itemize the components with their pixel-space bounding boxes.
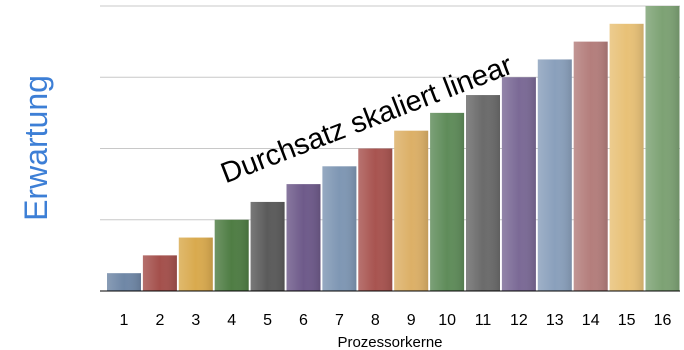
bar-shading bbox=[501, 77, 536, 291]
x-tick-label: 12 bbox=[510, 312, 528, 329]
x-tick-label: 9 bbox=[407, 312, 416, 329]
x-tick-labels: 1 2 3 4 5 6 7 8 9 10 11 12 13 14 15 16 bbox=[120, 312, 672, 329]
bar-shading bbox=[573, 41, 608, 291]
x-tick-label: 10 bbox=[438, 312, 456, 329]
bar-shading bbox=[286, 184, 321, 291]
bar-shading bbox=[394, 130, 429, 291]
y-axis-label: Erwartung bbox=[18, 75, 54, 221]
x-tick-label: 7 bbox=[335, 312, 344, 329]
bar-shading bbox=[645, 6, 680, 291]
x-tick-label: 3 bbox=[191, 312, 200, 329]
bar-shading bbox=[537, 59, 572, 291]
bar-shading bbox=[142, 255, 177, 291]
x-axis-label: Prozessorkerne bbox=[337, 334, 442, 350]
x-tick-label: 8 bbox=[371, 312, 380, 329]
x-tick-label: 6 bbox=[299, 312, 308, 329]
x-tick-label: 13 bbox=[546, 312, 564, 329]
x-tick-label: 14 bbox=[582, 312, 600, 329]
x-tick-label: 1 bbox=[120, 312, 129, 329]
bar-shading bbox=[358, 148, 393, 291]
bars bbox=[107, 6, 680, 291]
bar-shading bbox=[107, 273, 141, 291]
x-tick-label: 2 bbox=[155, 312, 164, 329]
x-tick-label: 16 bbox=[654, 312, 672, 329]
bar-shading bbox=[250, 201, 285, 291]
bar-shading bbox=[178, 237, 213, 291]
x-tick-label: 5 bbox=[263, 312, 272, 329]
bar-shading bbox=[322, 166, 357, 291]
x-tick-label: 4 bbox=[227, 312, 236, 329]
x-tick-label: 15 bbox=[618, 312, 636, 329]
bar-shading bbox=[430, 112, 465, 291]
bar-shading bbox=[609, 23, 644, 291]
x-tick-label: 11 bbox=[475, 312, 492, 329]
bar-shading bbox=[466, 95, 500, 291]
bar-shading bbox=[214, 219, 249, 291]
